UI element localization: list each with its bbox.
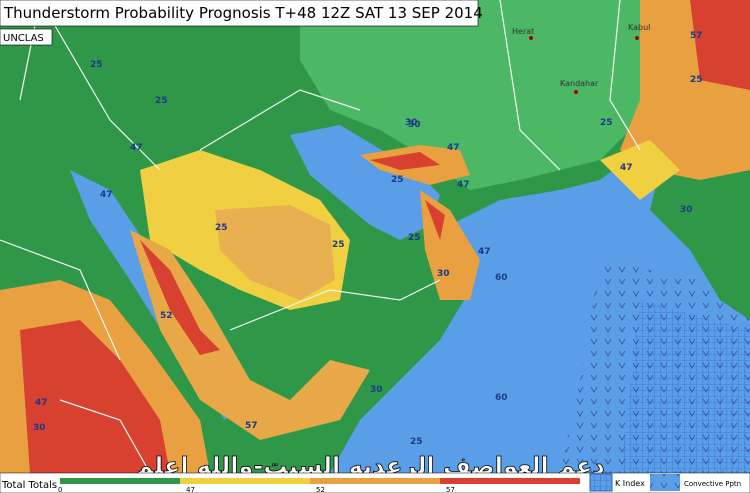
classification: UNCLAS: [3, 33, 44, 44]
contour-labels: 25 25 47 47 25 30 25 47 52 25 30 47 25 5…: [33, 31, 703, 447]
contour-label: 25: [408, 233, 421, 243]
zone-orange: [215, 205, 335, 300]
contour-label: 47: [130, 143, 143, 153]
contour-label: 30: [405, 118, 418, 128]
legend-swatch: [60, 478, 180, 484]
contour-label: 57: [245, 421, 258, 431]
contour-label: 25: [90, 60, 103, 70]
contour-label: 25: [391, 175, 404, 185]
zone-red: [370, 152, 440, 170]
city-dot: [529, 36, 533, 40]
contour-label: 47: [100, 190, 113, 200]
contour-label: 60: [495, 393, 508, 403]
legend-label: Convective Pptn: [684, 480, 741, 488]
city-label: Kandahar: [560, 79, 599, 88]
contour-label: 47: [478, 247, 491, 257]
contour-label: 30: [437, 269, 450, 279]
persian-gulf: [290, 125, 440, 240]
city-dot: [574, 90, 578, 94]
legend-swatch: [440, 478, 580, 484]
city-label: Herat: [512, 27, 534, 36]
contour-label: 30: [33, 423, 46, 433]
legend-swatch: [310, 478, 440, 484]
legend-swatch: [180, 478, 310, 484]
contour-label: 30: [370, 385, 383, 395]
contour-label: 47: [35, 398, 48, 408]
city-label: Kabul: [628, 23, 650, 32]
legend-scale-label: 0: [58, 486, 62, 493]
zone-red: [20, 320, 170, 473]
contour-label: 25: [215, 223, 228, 233]
city-dot: [635, 36, 639, 40]
contour-label: 30: [408, 120, 421, 130]
k-index-area: [620, 300, 750, 473]
legend-swatch: [650, 474, 680, 491]
contour-label: 47: [457, 180, 470, 190]
zone-red: [690, 0, 750, 90]
contour-label: 25: [332, 240, 345, 250]
contour-label: 60: [495, 273, 508, 283]
contour-label: 52: [160, 311, 173, 321]
contour-label: 25: [690, 75, 703, 85]
contour-label: 47: [620, 163, 633, 173]
zone-yellow: [600, 140, 680, 200]
legend-scale-label: 57: [446, 486, 455, 493]
legend-scale-label: 52: [316, 486, 325, 493]
zone-red: [140, 240, 220, 355]
legend-title: Total Totals: [1, 480, 57, 491]
legend-swatch: [590, 474, 612, 491]
class-box: [0, 28, 53, 46]
legend-label: K Index: [615, 479, 645, 488]
iran-highland: [300, 0, 640, 190]
map-title: Thunderstorm Probability Prognosis T+48 …: [3, 4, 483, 22]
title-box: [0, 0, 479, 27]
zone-red: [425, 200, 445, 240]
legend-scale-label: 47: [186, 486, 195, 493]
contour-label: 25: [155, 96, 168, 106]
contour-label: 47: [447, 143, 460, 153]
contour-label: 30: [680, 205, 693, 215]
contour-label: 25: [600, 118, 613, 128]
zone-orange: [130, 230, 370, 440]
contour-label: 57: [690, 31, 703, 41]
contour-label: 25: [410, 437, 423, 447]
